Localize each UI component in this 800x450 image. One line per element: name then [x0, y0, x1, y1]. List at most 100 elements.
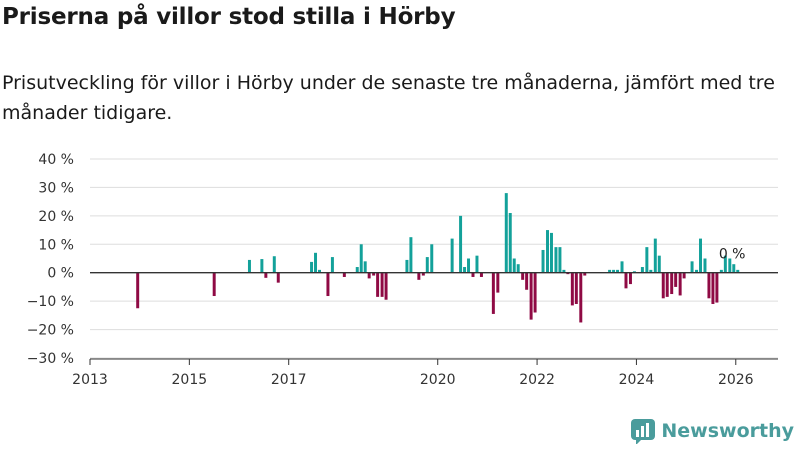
y-tick-label: −20 %	[27, 323, 74, 339]
bar[interactable]	[579, 272, 583, 323]
bar[interactable]	[471, 272, 475, 277]
bar[interactable]	[310, 261, 314, 273]
bar[interactable]	[616, 269, 620, 273]
bar[interactable]	[529, 272, 533, 320]
bar[interactable]	[653, 238, 657, 273]
bar[interactable]	[612, 269, 616, 273]
bar[interactable]	[467, 258, 471, 273]
bar[interactable]	[512, 258, 516, 273]
bar[interactable]	[711, 272, 715, 304]
bar[interactable]	[421, 272, 425, 276]
bar[interactable]	[318, 269, 321, 273]
bar[interactable]	[657, 255, 661, 273]
bar[interactable]	[690, 261, 694, 273]
chart-title: Priserna på villor stod stilla i Hörby	[2, 4, 456, 30]
bar[interactable]	[699, 238, 702, 273]
y-tick-label: 40 %	[38, 152, 74, 168]
bar[interactable]	[491, 272, 495, 314]
bar[interactable]	[516, 264, 520, 273]
bar[interactable]	[260, 259, 264, 273]
bar[interactable]	[624, 272, 628, 289]
bar[interactable]	[212, 272, 216, 297]
bar[interactable]	[533, 272, 537, 313]
bar[interactable]	[272, 256, 276, 273]
bar[interactable]	[136, 272, 140, 309]
bar[interactable]	[326, 272, 330, 297]
bar[interactable]	[247, 259, 251, 273]
x-tick-label: 2013	[72, 372, 108, 388]
bar[interactable]	[608, 269, 612, 273]
y-tick-label: 20 %	[38, 209, 74, 225]
bar[interactable]	[475, 255, 479, 273]
bar[interactable]	[715, 272, 719, 303]
y-axis-ticks: −30 % −20 % −10 % 0 % 10 % 20 % 30 % 40 %	[27, 152, 74, 367]
newsworthy-logo[interactable]: Newsworthy	[630, 418, 794, 444]
bar[interactable]	[665, 272, 669, 297]
bar[interactable]	[674, 272, 678, 287]
bar[interactable]	[525, 272, 529, 290]
bar[interactable]	[463, 267, 467, 273]
bar[interactable]	[380, 272, 384, 297]
bar[interactable]	[521, 272, 525, 280]
bars	[136, 193, 740, 323]
bar[interactable]	[554, 247, 558, 273]
bar[interactable]	[632, 271, 636, 273]
bar[interactable]	[459, 215, 463, 273]
bar[interactable]	[707, 272, 711, 299]
bar[interactable]	[728, 258, 732, 273]
bar[interactable]	[732, 264, 736, 273]
bar[interactable]	[570, 272, 574, 306]
y-tick-label: 10 %	[38, 237, 74, 253]
bar[interactable]	[620, 261, 624, 273]
bar[interactable]	[367, 272, 371, 279]
bar[interactable]	[425, 257, 429, 273]
bar[interactable]	[628, 272, 632, 285]
bar[interactable]	[430, 244, 434, 273]
bar[interactable]	[405, 259, 409, 273]
bar[interactable]	[359, 244, 363, 273]
bar[interactable]	[566, 272, 570, 275]
bar[interactable]	[264, 272, 268, 278]
bar[interactable]	[384, 272, 388, 300]
bar[interactable]	[678, 272, 682, 296]
bar[interactable]	[541, 249, 545, 273]
x-tick-label: 2022	[519, 372, 555, 388]
bar[interactable]	[376, 272, 380, 297]
bar[interactable]	[649, 269, 653, 273]
bar[interactable]	[450, 238, 454, 273]
bar[interactable]	[703, 258, 707, 273]
bar[interactable]	[314, 252, 318, 273]
chart-subtitle: Prisutveckling för villor i Hörby under …	[2, 72, 775, 124]
bar[interactable]	[372, 272, 376, 276]
bar[interactable]	[558, 247, 562, 273]
bar[interactable]	[549, 232, 553, 273]
bar[interactable]	[562, 269, 566, 273]
bar[interactable]	[363, 261, 367, 273]
bar[interactable]	[355, 267, 359, 273]
brand-name: Newsworthy	[661, 420, 794, 442]
bar[interactable]	[719, 269, 723, 273]
bar[interactable]	[723, 255, 727, 273]
bar[interactable]	[508, 213, 512, 273]
bar[interactable]	[574, 272, 578, 304]
bar[interactable]	[645, 247, 649, 273]
bar[interactable]	[695, 269, 699, 273]
x-tick-label: 2024	[619, 372, 655, 388]
bar[interactable]	[479, 272, 483, 277]
bar[interactable]	[661, 272, 665, 299]
x-axis-ticks: 2013 2015 2017 2020 2022 2024 2026	[72, 359, 754, 388]
bar[interactable]	[504, 193, 508, 273]
bar[interactable]	[640, 267, 644, 273]
bar[interactable]	[496, 272, 500, 293]
bar[interactable]	[409, 237, 413, 273]
bar[interactable]	[736, 269, 740, 273]
x-tick-label: 2015	[172, 372, 208, 388]
bar[interactable]	[682, 272, 686, 279]
bar[interactable]	[546, 230, 549, 273]
bar[interactable]	[342, 272, 346, 277]
bar[interactable]	[417, 272, 421, 280]
bar[interactable]	[583, 272, 587, 276]
bar[interactable]	[330, 257, 334, 273]
bar[interactable]	[276, 272, 280, 283]
bar[interactable]	[670, 272, 674, 295]
